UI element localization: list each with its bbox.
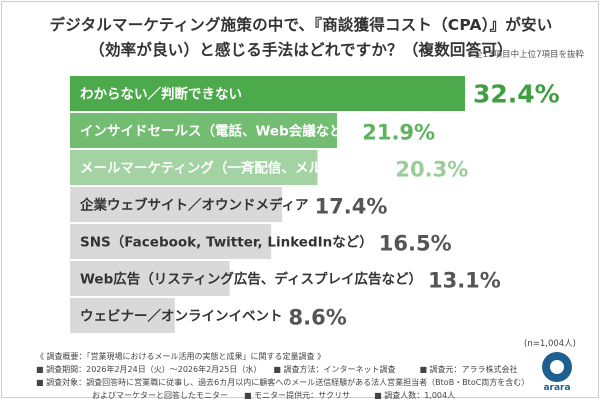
survey-target: ■ 調査対象：調査回答時に営業職に従事し、過去6カ月以内に顧客へのメール送信経験… — [36, 378, 530, 387]
bar-2 — [70, 113, 337, 148]
bar-value-1: 32.4% — [473, 80, 560, 109]
survey-period-method-source: ■ 調査期間：2026年2月24日（火）〜2026年2月25日（水） ■ 調査方… — [36, 365, 518, 374]
arara-logo: arara — [537, 352, 577, 396]
bar-4 — [70, 187, 283, 222]
bar-value-4: 17.4% — [315, 195, 388, 219]
bar-label-7: ウェビナー／オンラインイベント — [80, 309, 283, 325]
bar-1 — [70, 76, 465, 111]
bar-label-3: メールマーケティング（一斉配信、メルマガなど） — [80, 160, 389, 177]
bar-6 — [70, 261, 230, 296]
sample-size-note: (n=1,004人) — [524, 339, 576, 349]
bar-value-3: 20.3% — [395, 158, 468, 182]
bar-value-7: 8.6% — [289, 306, 347, 330]
arara-logo-icon — [542, 352, 572, 382]
bar-label-6: Web広告（リスティング広告、ディスプレイ広告など） — [80, 271, 422, 288]
bar-label-1: わからない／判断できない — [80, 86, 242, 103]
bar-value-5: 16.5% — [379, 232, 452, 256]
arara-logo-text: arara — [543, 383, 571, 393]
survey-target-continued: およびマーケターと回答したモニター ■ モニター提供元：サクリサ ■ 調査人数：… — [36, 391, 456, 400]
bar-value-2: 21.9% — [362, 121, 435, 145]
bar-7 — [70, 298, 175, 333]
bar-5 — [70, 224, 272, 259]
bar-label-5: SNS（Facebook, Twitter, LinkedInなど） — [80, 235, 373, 251]
bar-value-6: 13.1% — [428, 269, 501, 293]
bar-3 — [70, 150, 318, 185]
survey-summary-title: 《 調査概要：「営業現場におけるメール活用の実態と成果」に関する定量調査 》 — [36, 352, 326, 361]
chart-title-line-1: デジタルマーケティング施策の中で、『商談獲得コスト（CPA）』が安い — [49, 16, 553, 34]
bar-label-2: インサイドセールス（電話、Web会議など） — [80, 123, 356, 140]
bar-label-4: 企業ウェブサイト／オウンドメディア — [79, 197, 309, 214]
chart-title-line-2: （効率が良い）と感じる手法はどれですか？（複数回答可） — [89, 41, 513, 59]
selection-note: ※全13項目中上位7項目を抜粋 — [467, 50, 584, 60]
